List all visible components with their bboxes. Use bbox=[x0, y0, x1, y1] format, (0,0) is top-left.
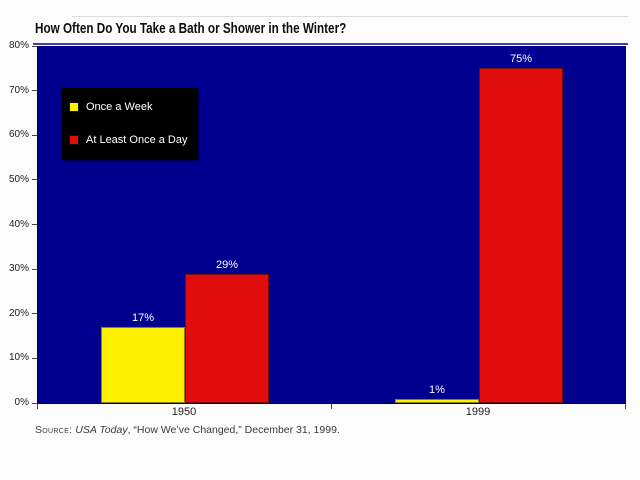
bar-once-a-week-1999 bbox=[395, 398, 479, 403]
y-axis-tick-label: 30% bbox=[8, 263, 29, 275]
legend-swatch-yellow bbox=[69, 102, 79, 112]
legend-item-once-a-week: Once a Week bbox=[69, 101, 190, 113]
value-label-1999-at-least-once-a-day: 75% bbox=[509, 53, 533, 66]
y-axis-tick-label: 10% bbox=[8, 352, 29, 364]
y-axis-tick-label: 60% bbox=[8, 129, 29, 141]
y-axis-tick bbox=[32, 357, 37, 359]
y-axis-tick bbox=[32, 90, 37, 92]
x-axis-tick bbox=[331, 404, 332, 409]
title-underline bbox=[33, 43, 628, 45]
category-label-1999: 1999 bbox=[465, 406, 491, 418]
source-rest: , “How We’ve Changed,” December 31, 1999… bbox=[127, 424, 340, 436]
value-label-1950-at-least-once-a-day: 29% bbox=[215, 258, 239, 271]
legend-swatch-red bbox=[69, 135, 79, 145]
y-axis-tick bbox=[32, 268, 37, 270]
source-line: Source: USA Today, “How We’ve Changed,” … bbox=[35, 424, 340, 436]
y-axis-tick-label: 0% bbox=[14, 397, 29, 408]
x-axis-tick bbox=[625, 404, 626, 409]
legend-item-at-least-once-a-day: At Least Once a Day bbox=[69, 134, 190, 146]
y-axis-tick-label: 80% bbox=[8, 40, 29, 51]
source-prefix: Source: bbox=[35, 424, 73, 436]
legend-box: Once a Week At Least Once a Day bbox=[61, 88, 198, 160]
bar-at-least-once-a-day-1999 bbox=[479, 68, 563, 403]
source-publication: USA Today bbox=[72, 424, 128, 436]
y-axis-tick bbox=[32, 179, 37, 181]
top-rule-line bbox=[72, 16, 628, 17]
bar-once-a-week-1950 bbox=[101, 327, 185, 403]
legend-label: Once a Week bbox=[86, 101, 153, 113]
y-axis-tick-label: 20% bbox=[8, 307, 29, 319]
x-axis-tick bbox=[37, 404, 38, 409]
plot-area: Once a Week At Least Once a Day 17% 29% 1%… bbox=[37, 46, 626, 404]
bar-at-least-once-a-day-1950 bbox=[185, 273, 269, 403]
chart-title: How Often Do You Take a Bath or Shower i… bbox=[35, 20, 347, 37]
y-axis-tick-label: 70% bbox=[8, 84, 29, 96]
legend-label: At Least Once a Day bbox=[86, 134, 188, 146]
y-axis-tick bbox=[32, 224, 37, 225]
value-label-1999-once-a-week: 1% bbox=[429, 383, 445, 396]
y-axis-tick bbox=[32, 402, 37, 404]
y-axis-tick bbox=[32, 134, 37, 136]
y-axis-tick-label: 50% bbox=[8, 173, 29, 185]
category-label-1950: 1950 bbox=[171, 406, 197, 418]
y-axis-tick-label: 40% bbox=[8, 218, 29, 230]
y-axis-tick bbox=[32, 313, 37, 315]
y-axis-tick bbox=[32, 45, 37, 47]
value-label-1950-once-a-week: 17% bbox=[131, 312, 155, 325]
